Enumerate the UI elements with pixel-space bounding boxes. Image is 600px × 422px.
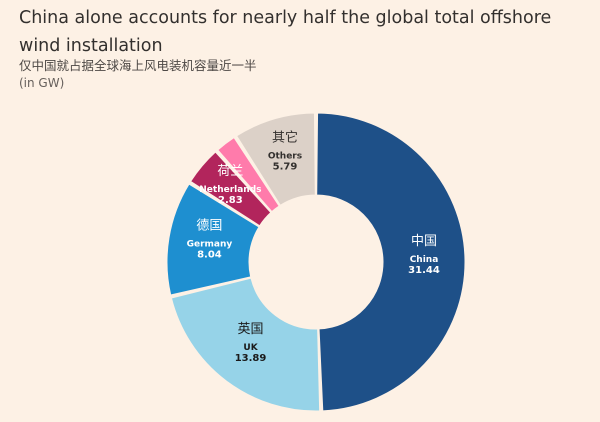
slice-label-germany-value: 8.04 [197,249,222,260]
chart-title: China alone accounts for nearly half the… [19,8,552,56]
donut-slices [166,112,466,412]
slice-uk [170,277,321,412]
chart-unit: (in GW) [19,76,65,90]
slice-label-uk-value: 13.89 [235,353,267,364]
slice-pink [217,136,280,213]
slice-label-others-en: Others [268,151,302,161]
slice-label-china-en: China [410,255,439,265]
slice-china [316,112,466,412]
slice-label-germany-zh: 德国 [196,218,222,233]
slice-label-uk-en: UK [243,343,258,353]
slice-label-uk-zh: 英国 [238,322,264,337]
slice-netherlands [189,151,272,227]
slice-label-china-zh: 中国 [411,234,437,249]
chart-subtitle: 仅中国就占据全球海上风电装机容量近一半 [19,58,257,73]
slice-germany [166,183,260,296]
slice-label-others-zh: 其它 [272,129,298,145]
slice-label-others-value: 5.79 [273,161,298,172]
slice-label-netherlands-en: Netherlands [199,185,261,195]
slice-others [235,112,316,206]
slice-label-germany-en: Germany [187,239,233,249]
slice-label-netherlands-value: 2.83 [218,195,243,206]
slice-label-netherlands-zh: 荷兰 [217,164,243,179]
slice-label-china-value: 31.44 [408,265,440,276]
